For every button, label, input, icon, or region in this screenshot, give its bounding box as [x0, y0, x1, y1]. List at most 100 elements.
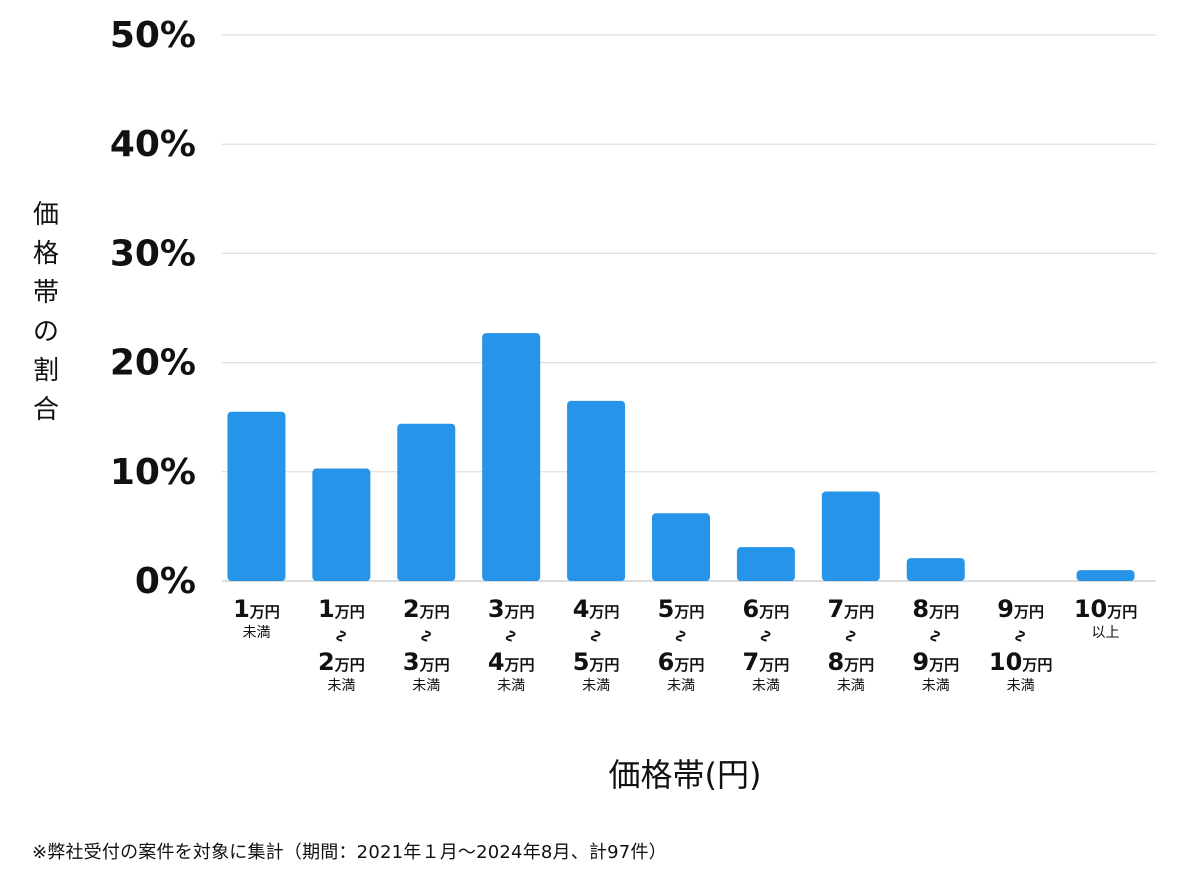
x-tick-number: 10	[989, 648, 1022, 676]
x-tick-unit: 万円	[758, 656, 789, 674]
x-tick-unit: 万円	[334, 656, 365, 674]
y-tick-label: 30%	[110, 233, 196, 274]
x-tick-tilde: ∿	[330, 628, 351, 643]
x-tick-unit: 万円	[1013, 603, 1044, 621]
x-tick-range: 3万円	[488, 595, 535, 623]
bar	[312, 468, 371, 581]
x-tick-number: 1	[318, 595, 335, 623]
x-tick-range: 2万円	[318, 648, 365, 676]
x-tick-range: 7万円	[743, 648, 790, 676]
x-tick-unit: 万円	[588, 603, 619, 621]
x-tick-tilde: ∿	[755, 628, 776, 643]
x-tick-range: 6万円	[658, 648, 705, 676]
x-axis-label: 価格帯(円)	[608, 756, 762, 794]
x-tick-range: 9万円	[912, 648, 959, 676]
x-tick-unit: 万円	[419, 656, 450, 674]
y-tick-label: 0%	[135, 561, 196, 602]
x-tick-number: 10	[1074, 595, 1107, 623]
bar	[397, 423, 456, 581]
x-tick-unit: 万円	[673, 656, 704, 674]
x-tick-range: 7万円	[827, 595, 874, 623]
x-tick-unit: 万円	[928, 603, 959, 621]
x-tick-unit: 万円	[249, 603, 280, 621]
y-axis-ticks: 0% 10% 20% 30% 40% 50%	[110, 15, 196, 602]
x-tick-number: 4	[488, 648, 505, 676]
y-tick-label: 10%	[110, 452, 196, 493]
bar	[482, 333, 541, 581]
x-tick-number: 9	[997, 595, 1014, 623]
x-tick-tilde: ∿	[1010, 628, 1031, 643]
x-tick-number: 3	[403, 648, 420, 676]
footnote: ※弊社受付の案件を対象に集計（期間：2021年１月〜2024年8月、計97件）	[32, 842, 667, 863]
x-tick-unit: 万円	[504, 656, 535, 674]
x-tick-unit: 万円	[843, 656, 874, 674]
x-tick-tilde: ∿	[670, 628, 691, 643]
x-tick-number: 6	[743, 595, 760, 623]
x-tick-range: 10万円	[1074, 595, 1137, 623]
y-tick-label: 40%	[110, 124, 196, 165]
bar	[906, 558, 965, 581]
bar	[821, 491, 880, 581]
x-tick-tilde: ∿	[500, 628, 521, 643]
x-tick-unit: 万円	[928, 656, 959, 674]
x-tick-unit: 万円	[1106, 603, 1137, 621]
x-tick-number: 2	[403, 595, 420, 623]
x-tick-range: 8万円	[912, 595, 959, 623]
x-tick-unit: 万円	[758, 603, 789, 621]
x-tick-note: 未満	[1007, 678, 1035, 694]
y-tick-label: 20%	[110, 343, 196, 384]
x-tick-range: 4万円	[488, 648, 535, 676]
x-tick-range: 3万円	[403, 648, 450, 676]
x-tick-number: 1	[233, 595, 250, 623]
bar	[736, 547, 795, 581]
bar	[652, 513, 710, 581]
x-tick-note: 未満	[667, 678, 695, 694]
x-tick-range: 8万円	[827, 648, 874, 676]
x-tick-number: 8	[827, 648, 844, 676]
x-tick-number: 2	[318, 648, 335, 676]
x-tick-number: 6	[658, 648, 675, 676]
x-tick-note: 未満	[837, 678, 865, 694]
x-tick-note: 以上	[1092, 625, 1120, 641]
x-tick-tilde: ∿	[925, 628, 946, 643]
y-tick-label: 50%	[110, 15, 196, 56]
bars	[227, 333, 1135, 581]
x-tick-note: 未満	[922, 678, 950, 694]
x-tick-range: 5万円	[658, 595, 705, 623]
bar	[1076, 570, 1135, 581]
x-tick-note: 未満	[327, 678, 355, 694]
x-tick-number: 5	[658, 595, 675, 623]
gridlines	[222, 34, 1156, 582]
x-tick-note: 未満	[582, 678, 610, 694]
x-tick-number: 7	[743, 648, 760, 676]
x-tick-unit: 万円	[843, 603, 874, 621]
x-tick-range: 10万円	[989, 648, 1052, 676]
x-tick-number: 5	[573, 648, 590, 676]
x-tick-range: 2万円	[403, 595, 450, 623]
x-tick-number: 8	[912, 595, 929, 623]
bar	[567, 400, 626, 581]
x-tick-note: 未満	[752, 678, 780, 694]
x-tick-unit: 万円	[504, 603, 535, 621]
x-tick-tilde: ∿	[415, 628, 436, 643]
x-tick-unit: 万円	[334, 603, 365, 621]
y-axis-label: 価格帯の割合	[32, 200, 59, 425]
x-axis-ticks: 1万円未満1万円∿2万円未満2万円∿3万円未満3万円∿4万円未満4万円∿5万円未…	[233, 595, 1137, 694]
x-tick-number: 7	[827, 595, 844, 623]
x-tick-number: 3	[488, 595, 505, 623]
x-tick-tilde: ∿	[840, 628, 861, 643]
x-tick-range: 1万円	[233, 595, 280, 623]
x-tick-note: 未満	[242, 625, 270, 641]
